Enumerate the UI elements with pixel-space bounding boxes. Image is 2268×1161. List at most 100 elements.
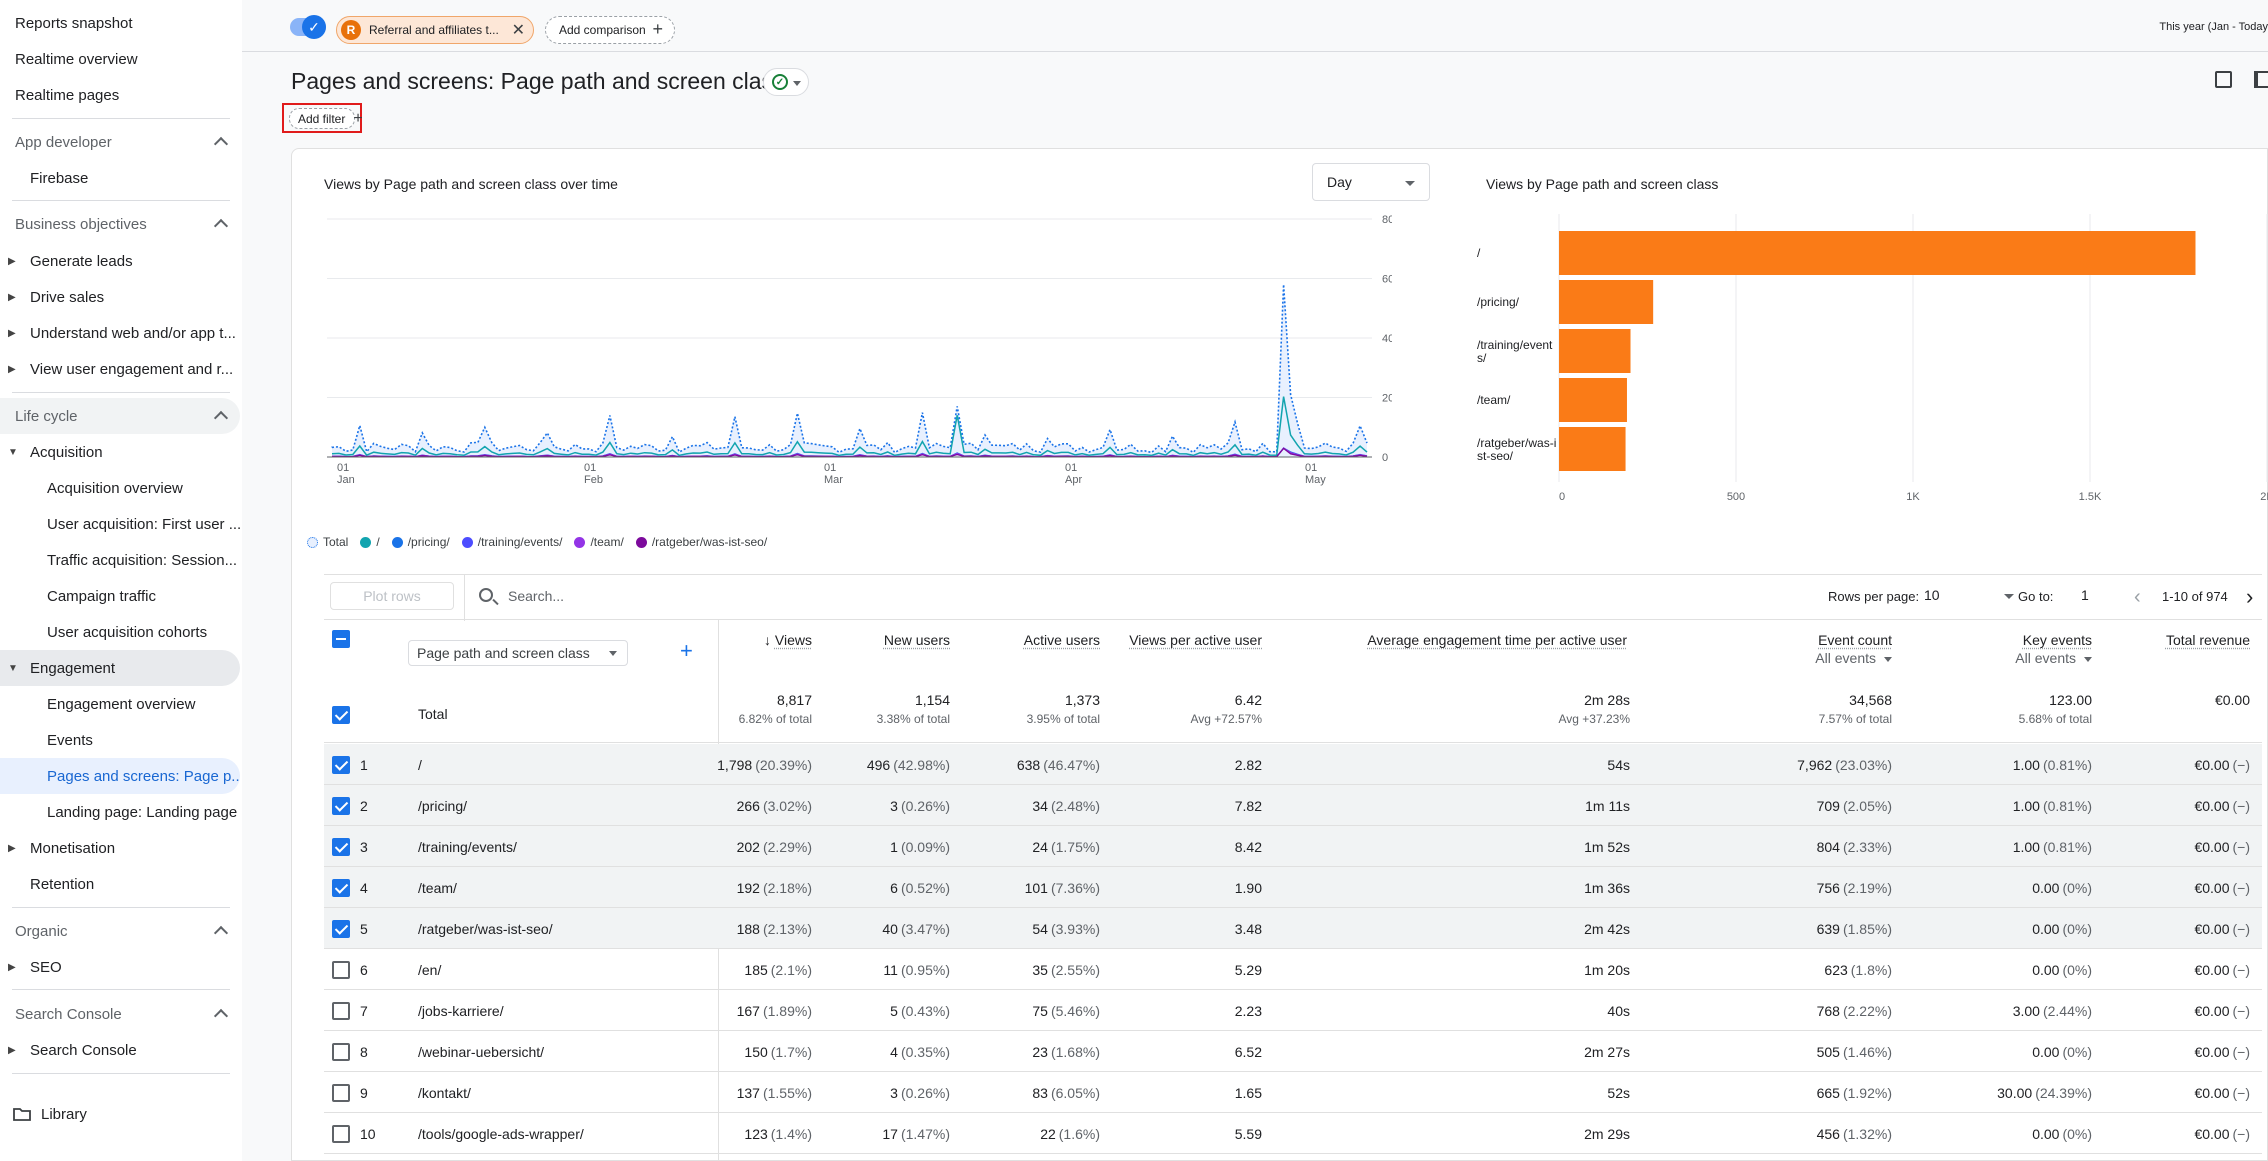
table-row[interactable]: 5/ratgeber/was-ist-seo/188 (2.13%) 40 (3.47… <box>324 908 2262 949</box>
cell-value: €0.00 <box>2194 839 2229 855</box>
nav-traffic-acquisition[interactable]: Traffic acquisition: Session... <box>0 542 240 578</box>
nav-engagement[interactable]: ▼ Engagement <box>0 650 240 686</box>
cell-page-path[interactable]: /jobs-karriere/ <box>418 990 504 1031</box>
legend-item-slash[interactable]: / <box>360 535 379 549</box>
nav-engagement-overview[interactable]: Engagement overview <box>0 686 240 722</box>
date-range[interactable]: This year (Jan - Today <box>2159 21 2268 33</box>
cell-views-per-user: 6.52 <box>1235 1031 1262 1072</box>
section-organic[interactable]: Organic <box>0 913 240 949</box>
cell-value: 2m 29s <box>1584 1126 1630 1142</box>
nav-campaign-traffic[interactable]: Campaign traffic <box>0 578 240 614</box>
section-app-developer[interactable]: App developer <box>0 124 240 160</box>
nav-monetisation[interactable]: ▶ Monetisation <box>0 830 240 866</box>
section-search-console[interactable]: Search Console <box>0 996 240 1032</box>
nav-acquisition-cohorts[interactable]: User acquisition cohorts <box>0 614 240 650</box>
nav-library[interactable]: Library <box>0 1096 240 1132</box>
columns-icon[interactable] <box>2254 71 2268 88</box>
cell-value: 496 <box>867 757 890 773</box>
cell-views-per-user: 2.23 <box>1235 990 1262 1031</box>
cell-page-path[interactable]: /tools/google-ads-wrapper/ <box>418 1113 584 1154</box>
segment-chip[interactable]: R Referral and affiliates t... ✕ <box>336 16 534 44</box>
legend-item-total[interactable]: Total <box>307 535 348 549</box>
legend-item-team[interactable]: /team/ <box>574 535 623 549</box>
nav-user-acquisition[interactable]: User acquisition: First user ... <box>0 506 240 542</box>
legend-item-training[interactable]: /training/events/ <box>462 535 563 549</box>
table-row[interactable]: 2/pricing/266 (3.02%) 3 (0.26%) 34 (2.48%) 7.8… <box>324 785 2262 826</box>
row-checkbox[interactable] <box>332 879 350 897</box>
cell-event-count: 639 (1.85%) <box>1817 908 1892 949</box>
table-row[interactable]: 7/jobs-karriere/167 (1.89%) 5 (0.43%) 75 (5.4… <box>324 990 2262 1031</box>
table-row[interactable]: 1 / 1,798 (20.39%) 496 (42.98%) 638 (46.47%) 2.8… <box>324 744 2262 785</box>
chevron-left-icon[interactable]: ‹ <box>2134 586 2141 609</box>
dimension-select[interactable]: Page path and screen class <box>408 640 628 666</box>
cell-page-path[interactable]: /en/ <box>418 949 441 990</box>
row-checkbox[interactable] <box>332 756 350 774</box>
cell-percent: (0%) <box>2062 962 2092 978</box>
check-icon[interactable]: ✓ <box>302 15 326 39</box>
rows-per-page-select[interactable]: 10 <box>1924 587 1940 603</box>
nav-search-console[interactable]: ▶ Search Console <box>0 1032 240 1068</box>
close-icon[interactable]: ✕ <box>512 20 525 40</box>
row-checkbox[interactable] <box>332 920 350 938</box>
total-checkbox[interactable] <box>332 706 350 724</box>
nav-realtime-pages[interactable]: Realtime pages <box>0 77 240 113</box>
nav-generate-leads[interactable]: ▶ Generate leads <box>0 243 240 279</box>
nav-acquisition[interactable]: ▼ Acquisition <box>0 434 240 470</box>
nav-reports-snapshot[interactable]: Reports snapshot <box>0 5 240 41</box>
chevron-right-icon[interactable]: › <box>2246 584 2253 610</box>
cell-views: 150 (1.7%) <box>744 1031 812 1072</box>
nav-acquisition-overview[interactable]: Acquisition overview <box>0 470 240 506</box>
nav-firebase[interactable]: Firebase <box>0 160 240 196</box>
nav-view-engagement[interactable]: ▶ View user engagement and r... <box>0 351 240 387</box>
section-life-cycle[interactable]: Life cycle <box>0 398 240 434</box>
nav-landing-page[interactable]: Landing page: Landing page <box>0 794 240 830</box>
legend-item-ratgeber[interactable]: /ratgeber/was-ist-seo/ <box>636 535 767 549</box>
granularity-select[interactable]: Day <box>1312 163 1430 201</box>
nav-realtime-overview[interactable]: Realtime overview <box>0 41 240 77</box>
dropdown-arrow-icon[interactable] <box>2004 594 2014 599</box>
table-row[interactable]: 8/webinar-uebersicht/150 (1.7%) 4 (0.35%) 23… <box>324 1031 2262 1072</box>
report-status-button[interactable]: ✓ <box>763 68 809 96</box>
cell-page-path[interactable]: /webinar-uebersicht/ <box>418 1031 544 1072</box>
table-row[interactable]: 4/team/192 (2.18%) 6 (0.52%) 101 (7.36%) 1.90 1… <box>324 867 2262 908</box>
section-business-objectives[interactable]: Business objectives <box>0 206 240 242</box>
add-dimension-icon[interactable]: + <box>680 638 693 664</box>
key-event-filter-select[interactable]: All events <box>2015 650 2092 666</box>
row-checkbox[interactable] <box>332 961 350 979</box>
nav-events[interactable]: Events <box>0 722 240 758</box>
table-row[interactable]: 6/en/185 (2.1%) 11 (0.95%) 35 (2.55%) 5.29 1m 2… <box>324 949 2262 990</box>
row-checkbox[interactable] <box>332 1125 350 1143</box>
nav-retention[interactable]: Retention <box>0 866 240 902</box>
cell-page-path[interactable]: /team/ <box>418 867 457 908</box>
cell-page-path[interactable]: /kontakt/ <box>418 1072 471 1113</box>
table-row[interactable]: 3/training/events/202 (2.29%) 1 (0.09%) 24 (1… <box>324 826 2262 867</box>
nav-understand-traffic[interactable]: ▶ Understand web and/or app t... <box>0 315 240 351</box>
goto-input[interactable]: 1 <box>2081 587 2089 603</box>
nav-seo[interactable]: ▶ SEO <box>0 949 240 985</box>
legend-label: / <box>376 535 379 549</box>
plot-rows-button[interactable]: Plot rows <box>330 582 454 610</box>
cell-page-path[interactable]: /ratgeber/was-ist-seo/ <box>418 908 553 949</box>
table-row[interactable]: 9/kontakt/137 (1.55%) 3 (0.26%) 83 (6.05%) 1.6… <box>324 1072 2262 1113</box>
select-all-checkbox[interactable] <box>332 630 350 648</box>
search-input[interactable]: Search... <box>508 588 564 604</box>
nav-pages-and-screens[interactable]: Pages and screens: Page p... <box>0 758 240 794</box>
cell-page-path[interactable]: /training/events/ <box>418 826 517 867</box>
row-checkbox[interactable] <box>332 1084 350 1102</box>
cell-page-path[interactable]: / <box>418 744 422 785</box>
row-checkbox[interactable] <box>332 1002 350 1020</box>
cell-page-path[interactable]: /pricing/ <box>418 785 467 826</box>
row-checkbox[interactable] <box>332 1043 350 1061</box>
event-filter-select[interactable]: All events <box>1815 650 1892 666</box>
table-row[interactable]: 10/tools/google-ads-wrapper/123 (1.4%) 17(… <box>324 1113 2262 1154</box>
add-comparison-button[interactable]: Add comparison + <box>545 16 675 44</box>
legend-item-pricing[interactable]: /pricing/ <box>392 535 450 549</box>
nav-drive-sales[interactable]: ▶ Drive sales <box>0 279 240 315</box>
edit-report-icon[interactable] <box>2215 71 2232 88</box>
row-checkbox[interactable] <box>332 838 350 856</box>
y-tick-label: 600 <box>1382 274 1392 286</box>
add-filter-button[interactable]: Add filter + <box>289 108 355 129</box>
cell-active-users: 101 (7.36%) <box>1025 867 1100 908</box>
row-checkbox[interactable] <box>332 797 350 815</box>
cell-views: 202 (2.29%) <box>737 826 812 867</box>
